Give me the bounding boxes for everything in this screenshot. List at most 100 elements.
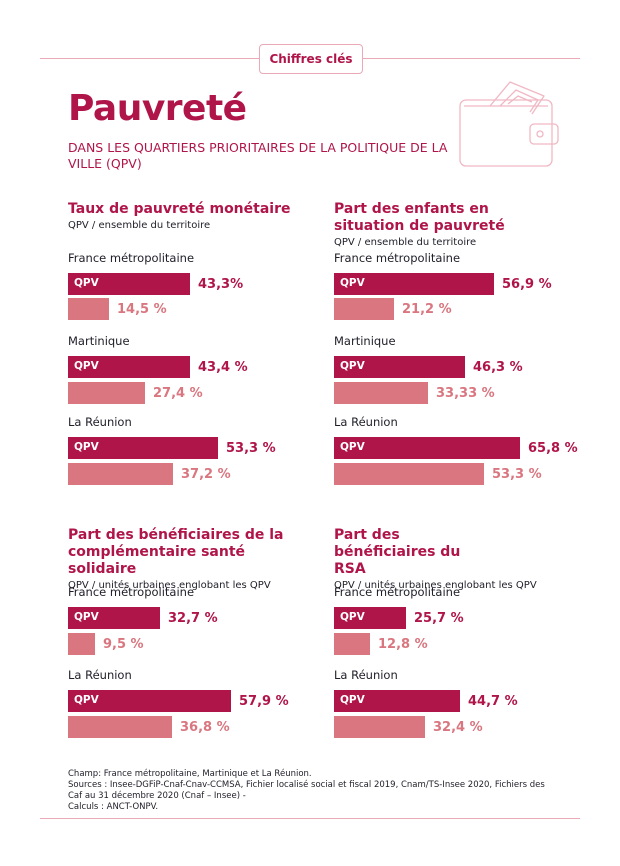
region-label: La Réunion	[68, 668, 132, 682]
qpv-bar-label: QPV	[340, 441, 365, 453]
wallet-icon	[459, 81, 559, 167]
qpv-bar: QPV	[68, 690, 231, 712]
region-group: La Réunion	[68, 668, 132, 682]
reference-bar	[68, 298, 109, 320]
region-label: France métropolitaine	[334, 585, 461, 599]
region-label: Martinique	[68, 334, 130, 348]
reference-value-label: 53,3 %	[492, 466, 542, 482]
bar-row: QPV 53,3 %	[68, 437, 276, 459]
page-subtitle: DANS LES QUARTIERS PRIORITAIRES DE LA PO…	[68, 140, 448, 171]
sources-note: Sources : Insee-DGFiP-Cnaf-Cnav-CCMSA, F…	[68, 780, 545, 801]
region-label: France métropolitaine	[68, 251, 195, 265]
qpv-value-label: 53,3 %	[226, 440, 276, 456]
region-label: La Réunion	[334, 668, 398, 682]
qpv-bar-label: QPV	[74, 277, 99, 289]
region-group: France métropolitaine	[334, 585, 460, 599]
chart-panel-2: Part des enfants en situation de pauvret…	[334, 201, 578, 501]
reference-value-label: 32,4 %	[433, 719, 483, 735]
region-label: La Réunion	[334, 415, 398, 429]
qpv-value-label: 32,7 %	[168, 610, 218, 626]
bar-row: 12,8 %	[334, 633, 428, 655]
bar-row: 37,2 %	[68, 463, 231, 485]
reference-bar	[68, 463, 173, 485]
reference-bar	[334, 382, 428, 404]
reference-bar	[334, 633, 370, 655]
bar-row: QPV 43,4 %	[68, 356, 248, 378]
qpv-bar: QPV	[334, 607, 406, 629]
reference-value-label: 12,8 %	[378, 636, 428, 652]
bar-row: 27,4 %	[68, 382, 203, 404]
footer-rule	[40, 818, 580, 819]
region-group: France métropolitaine	[68, 251, 194, 265]
qpv-bar-label: QPV	[340, 611, 365, 623]
qpv-value-label: 25,7 %	[414, 610, 464, 626]
qpv-bar-label: QPV	[74, 441, 99, 453]
reference-bar	[334, 716, 425, 738]
reference-bar	[334, 463, 484, 485]
qpv-bar: QPV	[334, 356, 465, 378]
qpv-bar: QPV	[68, 437, 218, 459]
qpv-bar: QPV	[334, 437, 520, 459]
qpv-value-label: 43,4 %	[198, 359, 248, 375]
qpv-bar-label: QPV	[74, 611, 99, 623]
reference-value-label: 9,5 %	[103, 636, 144, 652]
reference-bar	[334, 298, 394, 320]
chart-title: Taux de pauvreté monétaire	[68, 201, 291, 217]
source-notes: Champ: France métropolitaine, Martinique…	[68, 769, 558, 813]
qpv-value-label: 43,3%	[198, 276, 244, 292]
reference-value-label: 21,2 %	[402, 301, 452, 317]
bar-row: 21,2 %	[334, 298, 452, 320]
reference-value-label: 14,5 %	[117, 301, 167, 317]
region-group: La Réunion	[68, 415, 132, 429]
chart-note: QPV / ensemble du territoire	[68, 220, 211, 231]
bar-row: QPV 56,9 %	[334, 273, 552, 295]
bar-row: QPV 44,7 %	[334, 690, 518, 712]
chart-title: Part des bénéficiaires du RSA	[334, 527, 461, 577]
bar-row: QPV 57,9 %	[68, 690, 289, 712]
qpv-bar: QPV	[68, 607, 160, 629]
qpv-bar-label: QPV	[340, 360, 365, 372]
qpv-bar-label: QPV	[340, 277, 365, 289]
bar-row: QPV 25,7 %	[334, 607, 464, 629]
chart-note: QPV / ensemble du territoire	[334, 237, 477, 248]
header-rule-left	[40, 58, 260, 59]
reference-value-label: 27,4 %	[153, 385, 203, 401]
bar-row: 36,8 %	[68, 716, 230, 738]
region-label: France métropolitaine	[68, 585, 195, 599]
region-group: La Réunion	[334, 415, 398, 429]
reference-bar	[68, 633, 95, 655]
region-group: La Réunion	[334, 668, 398, 682]
bar-row: 53,3 %	[334, 463, 542, 485]
reference-bar	[68, 382, 145, 404]
bar-row: 14,5 %	[68, 298, 167, 320]
scope-note: Champ: France métropolitaine, Martinique…	[68, 769, 312, 779]
bar-row: QPV 43,3%	[68, 273, 243, 295]
chart-panel-4: Part des bénéficiaires du RSA QPV / unit…	[334, 527, 574, 747]
region-group: Martinique	[334, 334, 396, 348]
bar-row: QPV 32,7 %	[68, 607, 218, 629]
section-badge: Chiffres clés	[259, 44, 363, 74]
region-label: La Réunion	[68, 415, 132, 429]
reference-value-label: 36,8 %	[180, 719, 230, 735]
region-group: France métropolitaine	[68, 585, 194, 599]
qpv-bar: QPV	[334, 273, 494, 295]
region-group: Martinique	[68, 334, 130, 348]
page-title: Pauvreté	[68, 88, 247, 129]
reference-value-label: 37,2 %	[181, 466, 231, 482]
chart-title: Part des bénéficiaires de la complémenta…	[68, 527, 284, 577]
region-label: France métropolitaine	[334, 251, 461, 265]
header-rule-right	[360, 58, 580, 59]
bar-row: 32,4 %	[334, 716, 483, 738]
bar-row: QPV 46,3 %	[334, 356, 523, 378]
qpv-bar-label: QPV	[74, 694, 99, 706]
qpv-value-label: 46,3 %	[473, 359, 523, 375]
chart-panel-3: Part des bénéficiaires de la complémenta…	[68, 527, 308, 747]
qpv-value-label: 57,9 %	[239, 693, 289, 709]
qpv-bar: QPV	[68, 273, 190, 295]
qpv-value-label: 65,8 %	[528, 440, 578, 456]
chart-note: QPV / unités urbaines englobant les QPV	[68, 580, 271, 591]
bar-row: 9,5 %	[68, 633, 144, 655]
region-group: France métropolitaine	[334, 251, 460, 265]
bar-row: QPV 65,8 %	[334, 437, 578, 459]
qpv-value-label: 56,9 %	[502, 276, 552, 292]
